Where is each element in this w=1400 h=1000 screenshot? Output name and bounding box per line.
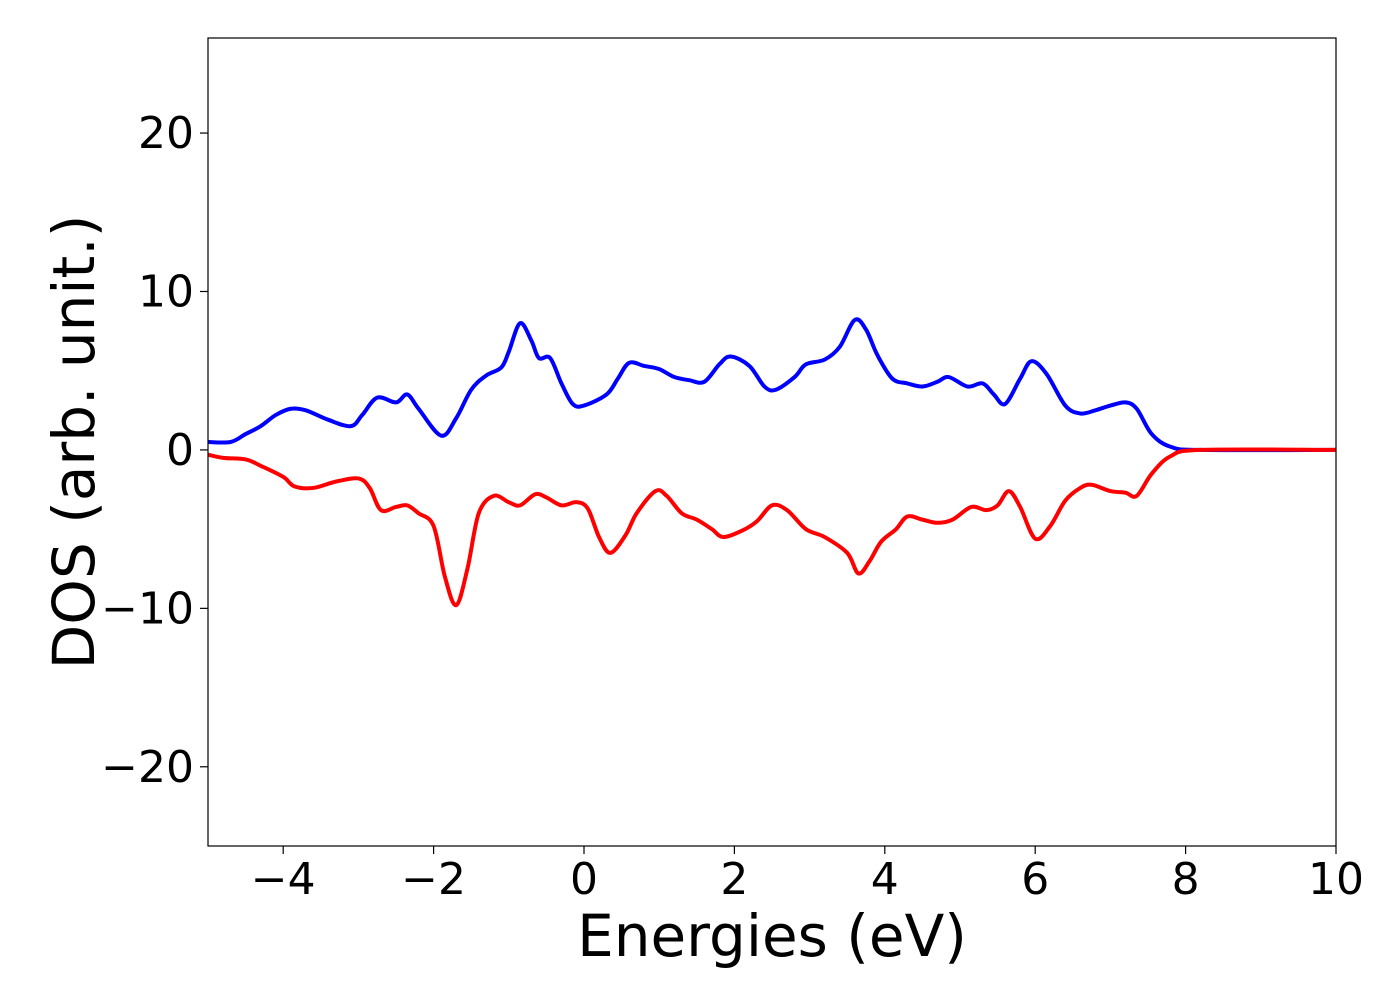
x-tick-label: 6 bbox=[1021, 854, 1049, 905]
x-tick-label: 0 bbox=[570, 854, 598, 905]
x-tick-label: 2 bbox=[720, 854, 748, 905]
x-tick-label: 10 bbox=[1308, 854, 1364, 905]
y-tick-label: −20 bbox=[101, 742, 194, 793]
x-tick-label: −4 bbox=[251, 854, 316, 905]
y-axis: 20 10 0 −10 −20 bbox=[101, 108, 208, 793]
x-axis-label: Energies (eV) bbox=[577, 902, 967, 970]
series-line-1 bbox=[208, 447, 1336, 608]
plot-area bbox=[208, 317, 1336, 608]
y-axis-label: DOS (arb. unit.) bbox=[40, 215, 108, 670]
y-tick-label: 10 bbox=[138, 266, 194, 317]
y-tick-label: −10 bbox=[101, 583, 194, 634]
y-tick-label: 0 bbox=[166, 425, 194, 476]
x-tick-label: 4 bbox=[871, 854, 899, 905]
x-tick-label: −2 bbox=[401, 854, 466, 905]
x-axis: −4 −2 0 2 4 6 8 10 bbox=[251, 846, 1364, 905]
x-tick-label: 8 bbox=[1172, 854, 1200, 905]
y-tick-label: 20 bbox=[138, 108, 194, 159]
series-line-0 bbox=[208, 317, 1336, 453]
plot-frame bbox=[207, 37, 1337, 847]
